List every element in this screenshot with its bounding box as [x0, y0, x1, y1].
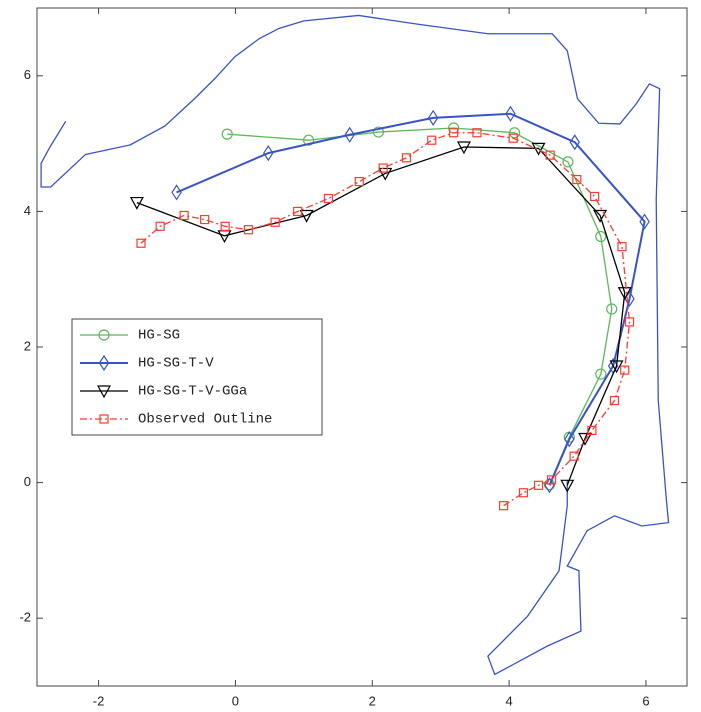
marker [609, 360, 624, 374]
marker [270, 217, 280, 227]
marker [401, 153, 412, 163]
marker [543, 479, 556, 491]
marker [578, 432, 593, 446]
marker [572, 174, 582, 185]
marker [378, 163, 388, 173]
marker [136, 238, 146, 248]
marker [344, 126, 355, 143]
marker [569, 451, 579, 461]
y-tick-label: 2 [24, 338, 31, 353]
legend-marker [98, 329, 110, 341]
x-tick-label: 4 [505, 693, 512, 708]
marker [129, 196, 144, 210]
marker [378, 167, 393, 181]
marker [595, 368, 607, 380]
marker [508, 127, 521, 139]
x-tick-label: 2 [369, 693, 376, 708]
marker [639, 213, 650, 230]
series-line [40, 14, 670, 676]
marker [544, 477, 555, 494]
marker [595, 230, 607, 243]
y-tick-label: 4 [24, 203, 31, 218]
marker [323, 193, 334, 204]
y-tick-label: 0 [24, 474, 31, 489]
legend-box [71, 318, 323, 436]
series-line [227, 127, 613, 485]
marker [372, 126, 385, 138]
marker [564, 431, 575, 448]
marker [569, 134, 581, 151]
marker [508, 133, 518, 143]
marker [179, 210, 189, 221]
marker [545, 150, 555, 160]
marker [155, 221, 165, 231]
marker [472, 128, 482, 138]
legend-marker [99, 414, 109, 424]
marker [263, 144, 274, 162]
y-tick-label: -2 [19, 610, 31, 625]
marker [171, 184, 182, 201]
marker [449, 128, 459, 138]
x-tick-label: 6 [642, 693, 649, 708]
marker [546, 475, 557, 485]
marker [200, 214, 210, 225]
marker [499, 501, 509, 511]
marker [590, 191, 600, 202]
x-tick-label: 0 [232, 693, 239, 708]
legend-marker [96, 385, 112, 399]
legend-label: HG-SG-T-V-GGa [138, 384, 247, 400]
marker [221, 128, 233, 140]
marker [609, 395, 620, 406]
x-tick-label: -2 [93, 693, 105, 708]
legend-label: HG-SG [138, 328, 180, 344]
marker [243, 225, 254, 235]
legend-label: Observed Outline [138, 412, 272, 428]
marker [562, 156, 574, 168]
marker [593, 209, 608, 223]
marker [293, 206, 303, 216]
marker [299, 209, 314, 223]
series-line [140, 132, 631, 507]
marker [518, 488, 529, 498]
marker [617, 242, 627, 252]
marker [587, 425, 597, 435]
marker [220, 221, 230, 231]
marker [456, 141, 471, 155]
marker [620, 365, 630, 375]
marker [427, 135, 437, 145]
marker [303, 134, 315, 146]
marker [606, 303, 618, 315]
marker [505, 105, 516, 122]
series-line [176, 112, 646, 486]
marker [560, 479, 575, 493]
marker [617, 287, 632, 301]
legend-label: HG-SG-T-V [138, 356, 214, 372]
y-tick-label: 6 [24, 67, 31, 82]
marker [427, 109, 439, 126]
marker [354, 176, 364, 187]
legend-marker [98, 354, 110, 372]
marker [533, 480, 544, 490]
marker [624, 317, 635, 327]
